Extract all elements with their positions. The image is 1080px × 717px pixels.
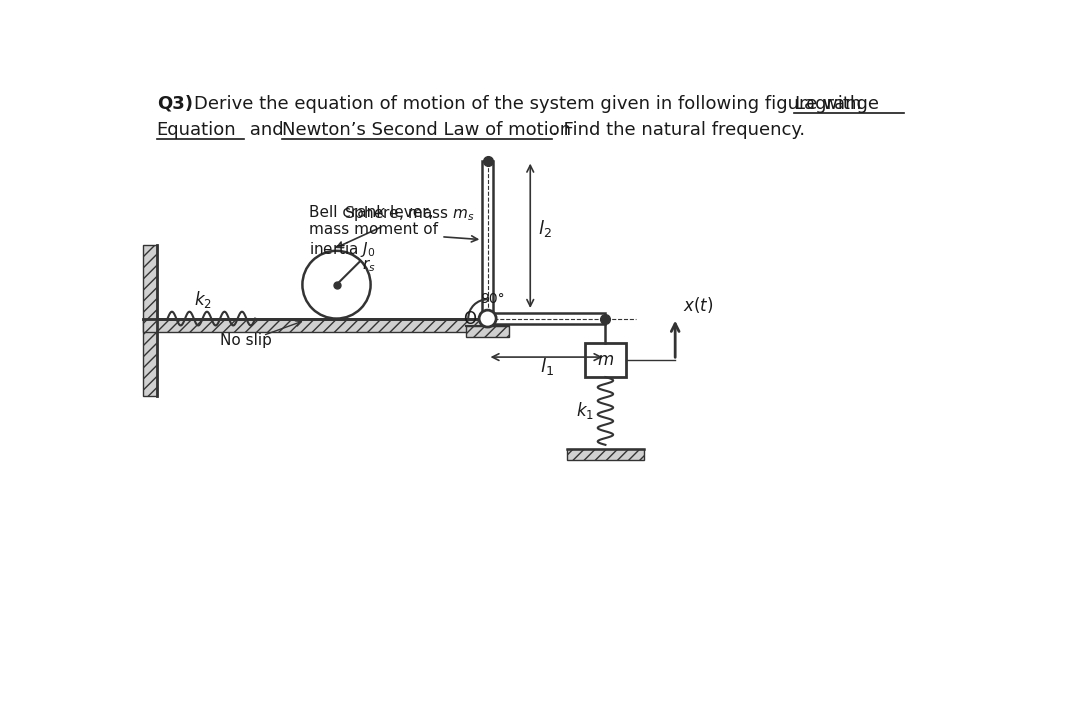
- Text: $x(t)$: $x(t)$: [683, 295, 713, 315]
- Text: Lagrange: Lagrange: [794, 95, 879, 113]
- Text: $l_2$: $l_2$: [538, 217, 552, 239]
- Text: $k_1$: $k_1$: [576, 401, 594, 422]
- Text: . Find the natural frequency.: . Find the natural frequency.: [552, 121, 805, 139]
- Bar: [465, 326, 510, 337]
- Bar: [143, 318, 488, 333]
- Text: O: O: [463, 310, 476, 328]
- Text: Bell crank lever,
mass moment of
inertia $J_0$: Bell crank lever, mass moment of inertia…: [309, 205, 477, 259]
- Text: $m$: $m$: [597, 351, 613, 369]
- Text: $r_s$: $r_s$: [362, 257, 376, 274]
- Text: $l_1$: $l_1$: [540, 356, 553, 377]
- Bar: [143, 245, 157, 396]
- Text: $k_2$: $k_2$: [194, 289, 212, 310]
- Text: No slip: No slip: [220, 333, 272, 348]
- Text: 90°: 90°: [480, 293, 504, 306]
- Bar: [585, 343, 625, 377]
- Text: Q3): Q3): [157, 95, 192, 113]
- Text: Newton’s Second Law of motion: Newton’s Second Law of motion: [282, 121, 571, 139]
- Bar: [567, 449, 644, 460]
- Circle shape: [480, 310, 496, 327]
- Text: Equation: Equation: [157, 121, 237, 139]
- Text: Sphere, mass $m_s$: Sphere, mass $m_s$: [337, 204, 475, 247]
- Text: and: and: [243, 121, 288, 139]
- Text: Derive the equation of motion of the system given in following figure with: Derive the equation of motion of the sys…: [194, 95, 867, 113]
